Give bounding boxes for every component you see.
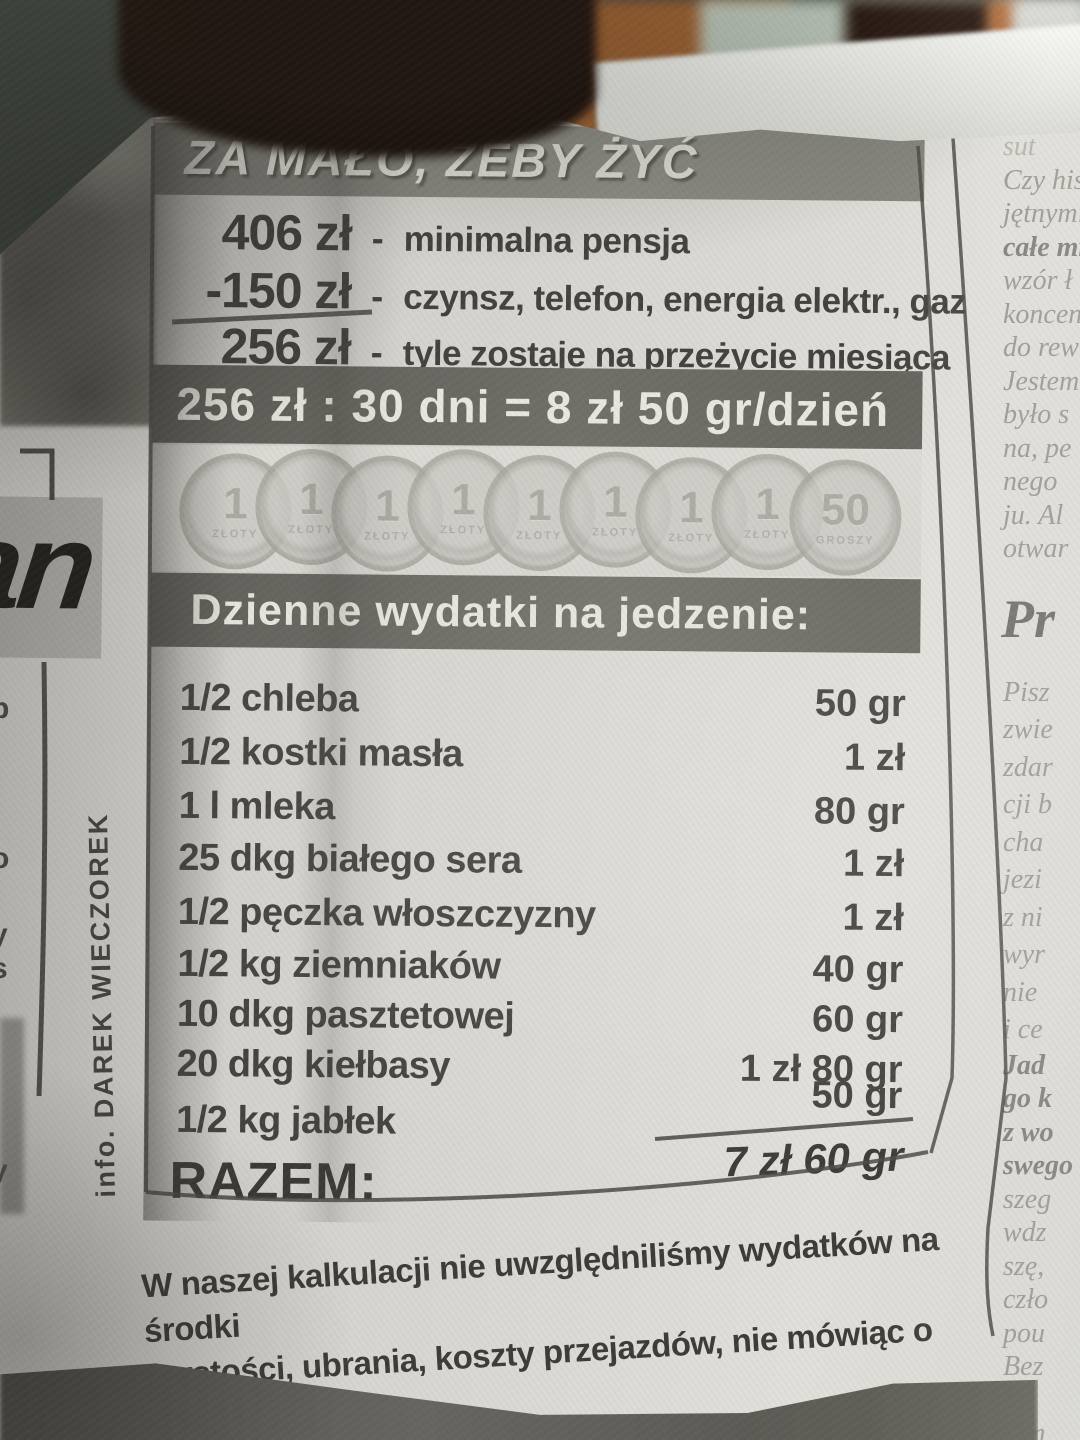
column-line: zdar <box>1003 751 1053 783</box>
coins-strip: 1 ZŁOTY 1 ZŁOTY 1 ZŁOTY 1 ZŁOTY 1 ZŁOTY 1 ZŁOT… <box>148 444 922 578</box>
expense-item: 1/2 kostki masła <box>179 730 463 776</box>
column-line: nie <box>1003 976 1038 1008</box>
column-line: Bez <box>1003 1351 1044 1382</box>
column-line: swego <box>1003 1150 1073 1181</box>
expense-price: 60 gr <box>811 998 904 1042</box>
adjacent-logo-fragment: an <box>0 496 103 659</box>
expense-price: 1 zł <box>842 842 905 886</box>
calc-amount: 406 zł <box>221 204 353 262</box>
column-line: z ni <box>1003 901 1043 933</box>
column-line: zwie <box>1003 714 1053 745</box>
column-line: szeg <box>1003 1183 1052 1215</box>
expense-item: 1 l mleka <box>178 784 336 829</box>
expense-item: 20 dkg kiełbasy <box>176 1042 451 1088</box>
column-line: całe mr <box>1003 231 1080 263</box>
fifty-groszy-coin-icon: 50 GROSZY <box>788 459 902 577</box>
adjacent-column: sut Czy his jętnymi całe mr wzór ł konce… <box>1001 130 1080 1440</box>
expense-row: 1/2 chleba 50 gr <box>179 676 906 726</box>
expense-item: 10 dkg pasztetowej <box>176 992 515 1038</box>
calc-label: czynsz, telefon, energia elektr., gaz <box>403 277 967 322</box>
expense-price: 50 gr <box>814 682 906 726</box>
expense-item: 1/2 kg ziemniaków <box>177 942 501 988</box>
left-edge-shadow <box>0 1018 24 1214</box>
expense-row: 1/2 kostki masła 1 zł <box>179 730 906 780</box>
calc-amount: -150 zł <box>205 262 352 320</box>
edge-text-fragment: p <box>0 692 10 725</box>
daily-amount-banner: 256 zł : 30 dni = 8 zł 50 gr/dzień <box>151 364 923 450</box>
expense-price: 50 gr <box>811 1074 903 1118</box>
column-line: Pisz <box>1003 676 1050 708</box>
column-line: wyr <box>1003 939 1045 970</box>
column-line: ju. Al <box>1003 499 1064 531</box>
column-line: otwar <box>1003 533 1069 564</box>
column-line: Czy his <box>1003 164 1080 196</box>
dash-separator: - <box>371 217 384 259</box>
expense-price: 1 zł <box>843 736 906 780</box>
expenses-total: 7 zł 60 gr <box>723 1132 905 1186</box>
column-line: sut <box>1003 131 1036 162</box>
dash-separator: - <box>370 331 383 373</box>
expense-row: 25 dkg białego sera 1 zł <box>178 836 905 886</box>
dash-separator: - <box>371 275 384 317</box>
column-line: z wo <box>1003 1116 1054 1148</box>
column-line: było s <box>1003 399 1070 430</box>
expense-item: 1/2 kg jabłek <box>175 1098 396 1143</box>
calc-label: minimalna pensja <box>403 219 690 262</box>
column-line: i ce <box>1003 1014 1043 1045</box>
calc-row-income: 406 zł - minimalna pensja <box>152 204 690 262</box>
column-line: nego <box>1003 466 1058 497</box>
logo-letters: an <box>0 497 99 635</box>
expenses-banner-text: Dzienne wydatki na jedzenie: <box>190 585 812 639</box>
expenses-banner: Dzienne wydatki na jedzenie: <box>150 572 921 654</box>
column-line: wzór ł <box>1003 265 1073 296</box>
column-line: do rew <box>1003 332 1079 363</box>
expense-price: 80 gr <box>813 790 905 834</box>
edge-text-fragment: s <box>0 954 8 984</box>
expense-price: 1 zł <box>842 896 905 940</box>
calc-row-costs: -150 zł - czynsz, telefon, energia elekt… <box>151 262 967 322</box>
column-line: na, pe <box>1003 432 1072 464</box>
column-line: szę, <box>1003 1250 1045 1282</box>
column-line: go k <box>1003 1083 1052 1114</box>
expense-row: 1/2 kg ziemniaków 40 gr <box>177 942 904 992</box>
column-line: cji b <box>1003 789 1052 820</box>
column-line: Jestem <box>1003 365 1080 397</box>
expense-item: 1/2 pęczka włoszczyzny <box>177 890 596 937</box>
expense-item: 1/2 chleba <box>179 676 359 721</box>
edge-text-fragment: y <box>0 920 8 950</box>
infographic-box: ZA MAŁO, ŻEBY ŻYĆ 406 zł - minimalna pen… <box>143 118 967 1228</box>
column-line: cha <box>1003 826 1044 858</box>
column-line: jezi <box>1003 864 1042 895</box>
dark-bottle <box>118 0 596 158</box>
edge-text-fragment: o <box>0 842 10 875</box>
column-line: jętnymi <box>1003 198 1080 229</box>
column-line: koncen <box>1003 298 1080 330</box>
column-line: pou <box>1003 1317 1045 1349</box>
total-label: RAZEM: <box>169 1151 378 1212</box>
expense-row: 1 l mleka 80 gr <box>178 784 905 834</box>
column-line: wdz <box>1003 1217 1047 1248</box>
photo-credit: info. DAREK WIECZOREK <box>82 811 121 1198</box>
expense-price: 40 gr <box>812 948 904 992</box>
expense-row: 10 dkg pasztetowej 60 gr <box>176 992 904 1042</box>
expense-row: 20 dkg kiełbasy 1 zł 80 gr <box>176 1042 902 1091</box>
expense-item: 25 dkg białego sera <box>178 836 522 882</box>
column-line: Jad <box>1003 1049 1045 1081</box>
expense-row: 1/2 pęczka włoszczyzny 1 zł <box>177 890 905 940</box>
column-heading-fragment: Pr <box>1001 588 1055 649</box>
daily-amount-text: 256 zł : 30 dni = 8 zł 50 gr/dzień <box>176 377 890 437</box>
column-line: czło <box>1003 1284 1049 1315</box>
